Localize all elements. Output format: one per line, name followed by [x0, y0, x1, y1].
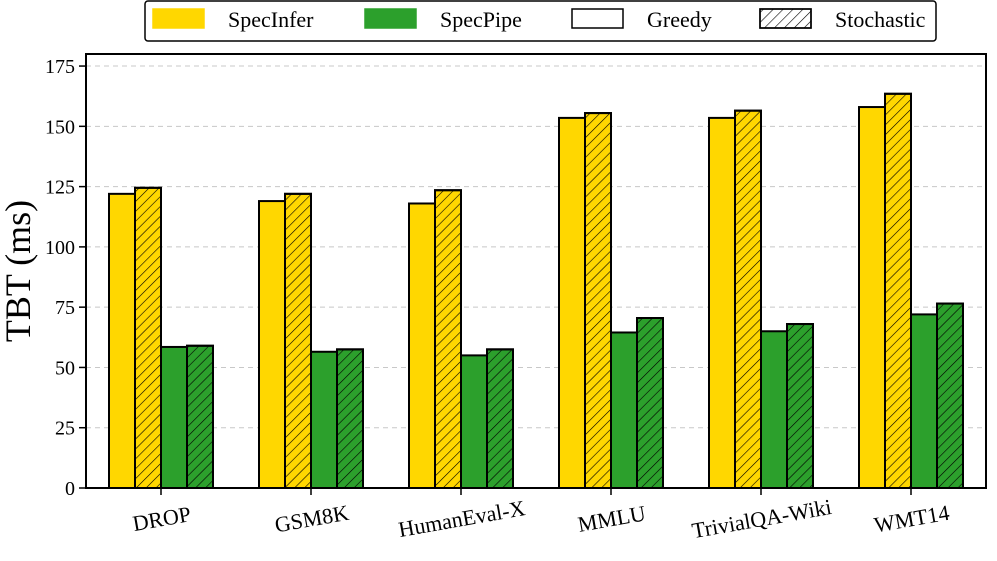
- legend-swatch-hatch: [759, 8, 812, 29]
- y-tick-label: 75: [55, 297, 75, 319]
- x-tick-label: WMT14: [872, 500, 951, 538]
- bar-specpipe-greedy: [610, 331, 638, 489]
- legend: SpecInfer SpecPipe Greedy Stochastic: [144, 0, 937, 42]
- y-tick-label: 50: [55, 357, 75, 379]
- bar-specinfer-greedy: [108, 192, 136, 489]
- y-tick-label: 125: [45, 177, 75, 199]
- bar-hatch-overlay: [284, 192, 312, 489]
- y-tick-label: 150: [45, 116, 75, 138]
- y-tick-label: 175: [45, 56, 75, 78]
- bar-hatch-overlay: [336, 348, 364, 489]
- bar-specpipe-greedy: [160, 345, 188, 490]
- bar-hatch-overlay: [434, 189, 462, 489]
- x-tick-label: GSM8K: [273, 500, 351, 538]
- bar-hatch-overlay: [134, 186, 162, 489]
- bar-specinfer-greedy: [258, 200, 286, 489]
- bar-hatch-overlay: [734, 109, 762, 490]
- legend-label: SpecPipe: [440, 7, 522, 32]
- bar-specpipe-greedy: [760, 330, 788, 489]
- bar-hatch-overlay: [936, 302, 964, 489]
- bar-specpipe-greedy: [460, 354, 488, 489]
- legend-swatch: [152, 8, 205, 29]
- bar-specinfer-greedy: [858, 106, 886, 490]
- legend-label: Greedy: [647, 7, 712, 32]
- bar-specpipe-greedy: [310, 350, 338, 489]
- x-tick-label: DROP: [131, 501, 193, 536]
- y-tick-label: 25: [55, 418, 75, 440]
- legend-label: SpecInfer: [228, 7, 314, 32]
- x-tick-label: HumanEval-X: [396, 495, 527, 542]
- bar-specpipe-greedy: [910, 313, 938, 489]
- legend-box: [144, 0, 937, 42]
- plot-frame: [85, 53, 987, 489]
- x-tick-label: MMLU: [576, 500, 648, 537]
- y-gridlines: [86, 65, 986, 429]
- bar-hatch-overlay: [584, 112, 612, 489]
- x-axis-ticks: DROP GSM8K HumanEval-X MMLU TrivialQA-Wiki WM…: [131, 488, 951, 543]
- bar-hatch-overlay: [636, 317, 664, 489]
- bars: [108, 92, 964, 490]
- y-axis-ticks: 0 25 50 75 100 125 150 175: [45, 56, 86, 500]
- y-tick-label: 100: [45, 237, 75, 259]
- bar-hatch-overlay: [884, 92, 912, 490]
- legend-swatch: [364, 8, 417, 29]
- bar-specinfer-greedy: [708, 116, 736, 490]
- x-tick-label: TrivialQA-Wiki: [690, 494, 834, 543]
- bar-hatch-overlay: [786, 323, 814, 489]
- legend-swatch: [571, 8, 624, 29]
- y-tick-label: 0: [65, 478, 75, 500]
- bar-hatch-overlay: [186, 344, 214, 489]
- legend-label: Stochastic: [835, 7, 926, 32]
- bar-specinfer-greedy: [558, 116, 586, 490]
- y-axis-label: TBT (ms): [0, 200, 38, 342]
- bar-specinfer-greedy: [408, 202, 436, 489]
- bar-hatch-overlay: [486, 348, 514, 489]
